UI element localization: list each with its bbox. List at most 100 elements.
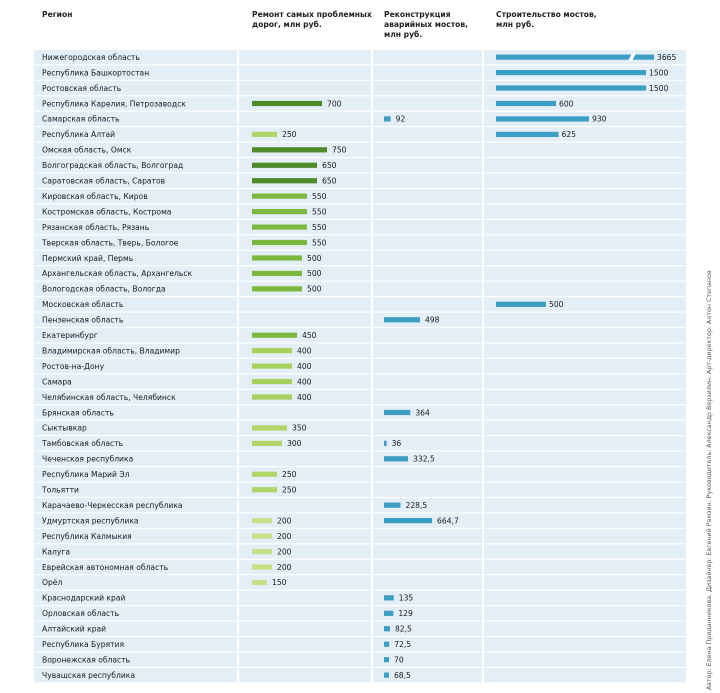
reconstruction-bar (384, 440, 387, 446)
roads-bar (252, 564, 272, 570)
row-cell-bg (484, 467, 686, 482)
row-cell-bg (239, 359, 371, 374)
row-cell-bg (373, 189, 482, 204)
row-cell-bg (484, 297, 686, 312)
region-label: Сыктывкар (42, 424, 87, 433)
roads-value-label: 700 (327, 99, 342, 108)
row-cell-bg (34, 374, 237, 389)
reconstruction-value-label: 129 (398, 609, 413, 618)
region-label: Республика Марий Эл (42, 470, 130, 479)
roads-value-label: 300 (287, 439, 302, 448)
row-cell-bg (484, 513, 686, 528)
row-cell-bg (373, 343, 482, 358)
row-cell-bg (34, 111, 237, 127)
row-cell-bg (239, 343, 371, 358)
row-cell-bg (373, 451, 482, 466)
row-cell-bg (484, 312, 686, 327)
row-cell-bg (484, 668, 686, 683)
row-cell-bg (484, 359, 686, 374)
reconstruction-value-label: 82,5 (395, 625, 412, 634)
region-label: Архангельская область, Архангельск (42, 269, 193, 278)
row-cell-bg (373, 142, 482, 157)
row-cell-bg (484, 637, 686, 652)
roads-bar (252, 348, 292, 354)
row-cell-bg (239, 127, 371, 142)
row-cell-bg (239, 544, 371, 559)
row-cell-bg (34, 498, 237, 513)
row-cell-bg (373, 328, 482, 343)
roads-bar (252, 147, 327, 153)
roads-bar (252, 239, 307, 246)
row-cell-bg (34, 590, 237, 605)
reconstruction-bar (384, 595, 394, 601)
bridges-bar (496, 69, 646, 76)
row-cell-bg (239, 637, 371, 652)
row-cell-bg (34, 528, 237, 544)
roads-bar (252, 193, 307, 199)
bridges-bar (496, 85, 646, 91)
row-cell-bg (34, 637, 237, 652)
region-label: Орёл (42, 578, 62, 587)
region-label: Рязанская область, Рязань (42, 223, 150, 232)
roads-bar (252, 363, 292, 369)
roads-value-label: 150 (272, 578, 287, 587)
row-cell-bg (34, 127, 237, 142)
roads-bar (252, 332, 297, 338)
row-cell-bg (484, 158, 686, 173)
roads-bar (252, 394, 292, 400)
row-cell-bg (484, 405, 686, 420)
row-cell-bg (373, 96, 482, 111)
row-cell-bg (239, 575, 371, 590)
bridges-value-label: 500 (549, 300, 564, 309)
roads-value-label: 200 (277, 563, 292, 572)
row-cell-bg (34, 652, 237, 667)
roads-value-label: 250 (282, 486, 297, 495)
reconstruction-bar (384, 657, 390, 663)
row-cell-bg (34, 96, 237, 111)
row-cell-bg (34, 281, 237, 296)
row-cell-bg (239, 621, 371, 636)
region-label: Пермский край, Пермь (42, 254, 134, 263)
roads-bar (252, 178, 317, 184)
row-cell-bg (239, 528, 371, 544)
bridges-value-label: 600 (559, 99, 574, 108)
row-cell-bg (239, 50, 371, 65)
row-cell-bg (484, 528, 686, 544)
row-cell-bg (34, 312, 237, 327)
roads-bar (252, 533, 272, 539)
row-cell-bg (239, 80, 371, 96)
region-label: Брянская область (42, 408, 114, 417)
region-label: Самарская область (42, 115, 120, 124)
row-cell-bg (239, 389, 371, 405)
reconstruction-bar (384, 672, 389, 678)
region-label: Вологодская область, Вологда (42, 285, 166, 294)
roads-value-label: 750 (332, 146, 347, 155)
row-cell-bg (239, 297, 371, 312)
row-cell-bg (34, 621, 237, 636)
row-cell-bg (239, 482, 371, 497)
row-cell-bg (484, 235, 686, 250)
row-cell-bg (484, 575, 686, 590)
row-cell-bg (484, 374, 686, 389)
row-cell-bg (34, 142, 237, 157)
reconstruction-bar (384, 626, 390, 632)
roads-value-label: 550 (312, 238, 327, 247)
roads-bar (252, 224, 307, 230)
roads-value-label: 350 (292, 424, 307, 433)
row-cell-bg (34, 343, 237, 358)
region-label: Ростов-на-Дону (42, 362, 105, 371)
region-label: Республика Калмыкия (42, 532, 132, 541)
region-label: Ростовская область (42, 84, 122, 93)
bridges-bar (496, 131, 559, 137)
region-label: Екатеринбург (42, 331, 98, 340)
row-cell-bg (484, 621, 686, 636)
row-cell-bg (373, 482, 482, 497)
region-label: Костромская область, Кострома (42, 207, 171, 216)
row-cell-bg (34, 482, 237, 497)
row-cell-bg (373, 158, 482, 173)
row-cell-bg (34, 235, 237, 250)
roads-value-label: 200 (277, 547, 292, 556)
row-cell-bg (373, 111, 482, 127)
row-cell-bg (484, 389, 686, 405)
row-cell-bg (239, 606, 371, 621)
